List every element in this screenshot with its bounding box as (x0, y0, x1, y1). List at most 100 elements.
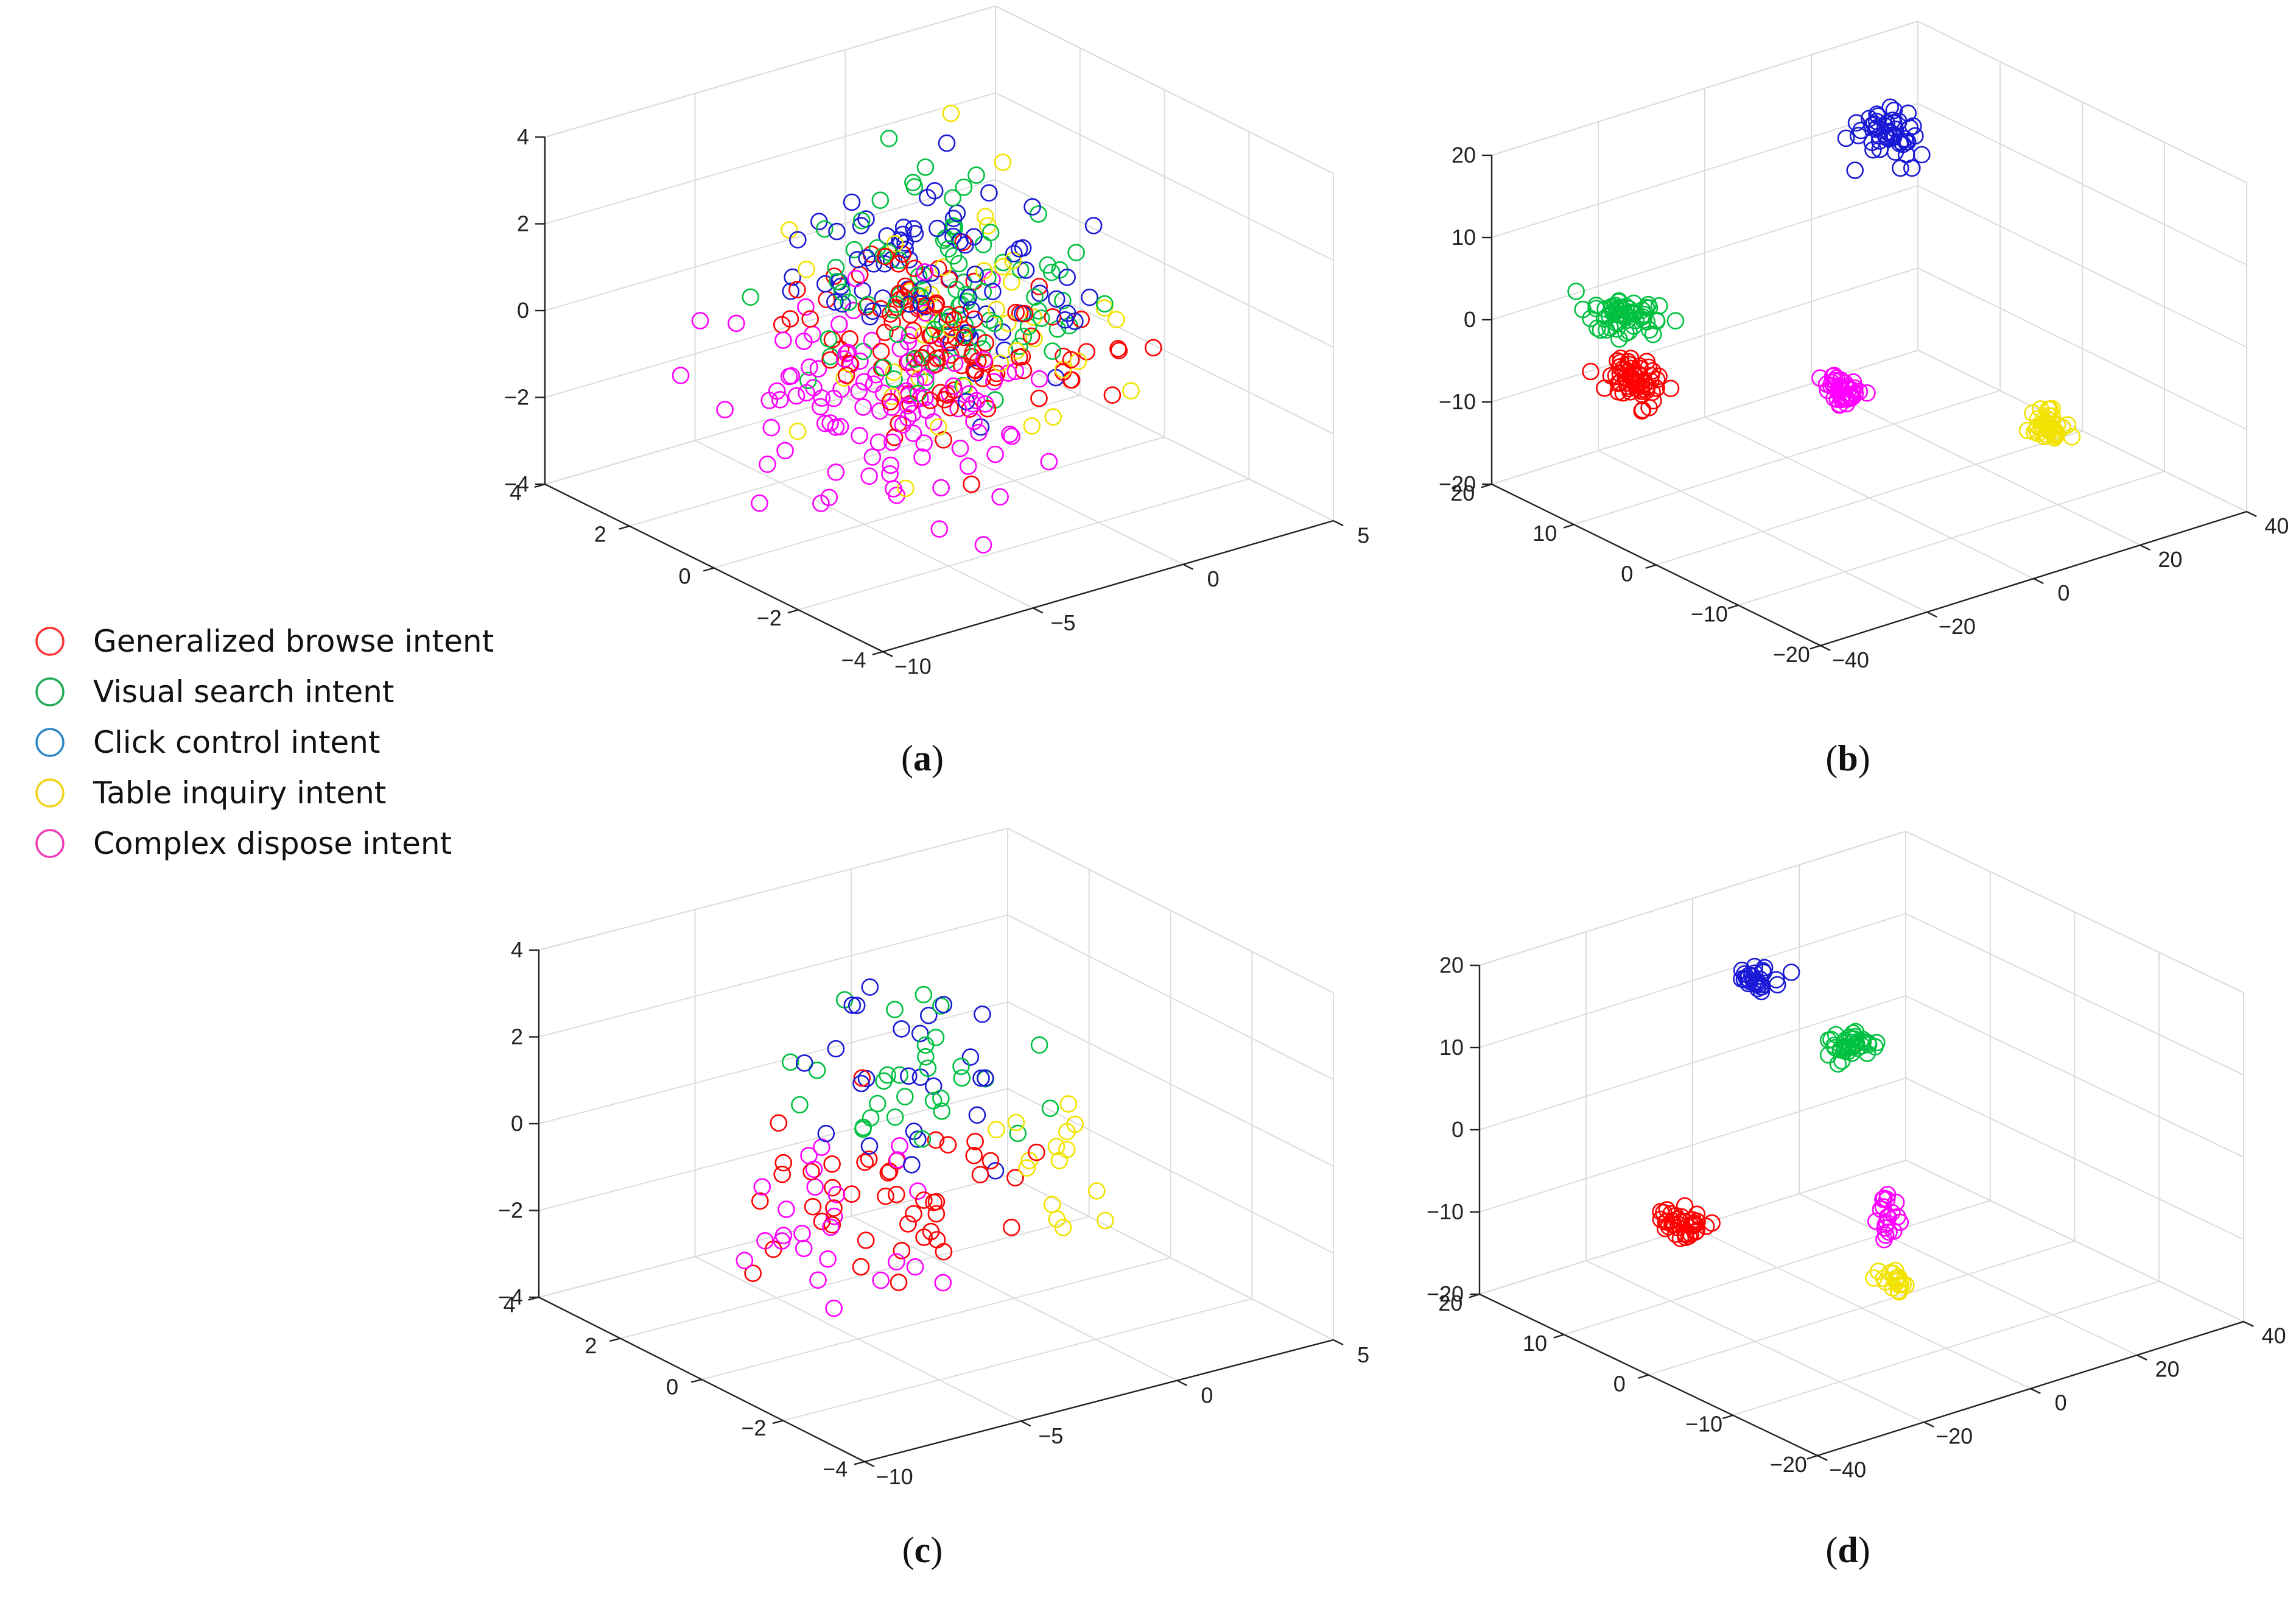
data-point-click-control-intent (914, 280, 932, 298)
data-point-complex-dispose-intent (1875, 1189, 1893, 1207)
y-tick-mark (690, 1378, 702, 1383)
data-point-complex-dispose-intent (946, 354, 964, 372)
grid-line-floor-y (798, 478, 1249, 611)
data-point-complex-dispose-intent (1825, 367, 1843, 384)
grid-line-backwall-z (1479, 913, 1906, 1048)
data-point-table-inquiry-intent (1018, 1159, 1036, 1177)
data-point-visual-search-intent (1839, 1043, 1857, 1060)
x-tick-mark (1817, 1454, 1828, 1461)
data-point-complex-dispose-intent (1827, 378, 1845, 396)
data-point-visual-search-intent (887, 295, 905, 313)
x-tick-mark (882, 650, 893, 658)
grid-line-sidewall-z (1905, 995, 2244, 1158)
data-point-complex-dispose-intent (751, 494, 768, 512)
z-tick-label: 0 (517, 298, 529, 323)
x-tick-label: 0 (1207, 566, 1220, 591)
data-point-table-inquiry-intent (1088, 1182, 1106, 1200)
data-point-visual-search-intent (880, 130, 898, 147)
z-tick-label: −2 (504, 385, 529, 410)
data-point-generalized-browse-intent (938, 306, 957, 323)
data-point-click-control-intent (784, 268, 801, 286)
data-point-visual-search-intent (1598, 321, 1615, 339)
data-point-click-control-intent (860, 1137, 879, 1155)
y-tick-mark (1645, 564, 1657, 569)
x-axis-line (864, 1339, 1334, 1463)
data-point-click-control-intent (1739, 970, 1757, 988)
y-tick-mark (1810, 644, 1821, 650)
data-point-complex-dispose-intent (1030, 370, 1048, 388)
data-point-visual-search-intent (967, 166, 985, 184)
data-point-click-control-intent (938, 134, 956, 152)
data-point-complex-dispose-intent (827, 1186, 846, 1203)
data-point-visual-search-intent (891, 1066, 908, 1084)
data-point-visual-search-intent (955, 178, 973, 196)
data-point-visual-search-intent (941, 308, 960, 326)
data-point-complex-dispose-intent (835, 350, 854, 368)
data-point-complex-dispose-intent (809, 360, 827, 378)
x-tick-mark (864, 1460, 875, 1468)
data-point-generalized-browse-intent (1643, 383, 1661, 401)
data-point-visual-search-intent (924, 1092, 943, 1110)
data-point-click-control-intent (986, 1162, 1005, 1180)
data-point-generalized-browse-intent (888, 1186, 905, 1203)
data-point-generalized-browse-intent (1632, 377, 1651, 395)
data-point-complex-dispose-intent (1874, 1198, 1892, 1216)
data-point-generalized-browse-intent (788, 281, 806, 298)
data-point-click-control-intent (817, 1124, 835, 1143)
data-point-table-inquiry-intent (788, 422, 807, 440)
data-point-table-inquiry-intent (1122, 382, 1140, 400)
data-point-complex-dispose-intent (735, 1252, 754, 1269)
x-tick-label: 40 (2264, 513, 2289, 538)
data-point-complex-dispose-intent (773, 1232, 791, 1250)
data-point-complex-dispose-intent (916, 263, 934, 281)
data-point-visual-search-intent (742, 288, 759, 306)
data-point-visual-search-intent (910, 267, 928, 286)
data-point-generalized-browse-intent (825, 1199, 843, 1217)
grid-line-sidewall-z (995, 179, 1334, 348)
x-tick-label: 0 (2057, 580, 2070, 605)
data-point-generalized-browse-intent (813, 1213, 831, 1230)
data-point-table-inquiry-intent (994, 153, 1012, 171)
data-point-complex-dispose-intent (915, 434, 933, 452)
grid-line-floor-y (1738, 470, 2165, 606)
data-point-generalized-browse-intent (942, 346, 960, 364)
y-tick-label: −10 (1685, 1412, 1722, 1437)
grid-line-sidewall-z (1007, 914, 1334, 1080)
data-point-generalized-browse-intent (927, 355, 945, 373)
data-point-complex-dispose-intent (825, 1299, 843, 1317)
data-point-generalized-browse-intent (977, 334, 994, 352)
data-point-generalized-browse-intent (751, 1192, 769, 1210)
data-point-click-control-intent (935, 996, 953, 1013)
data-point-complex-dispose-intent (1838, 395, 1856, 413)
data-point-generalized-browse-intent (936, 390, 953, 409)
data-point-complex-dispose-intent (904, 425, 922, 442)
data-point-table-inquiry-intent (1023, 417, 1041, 435)
data-point-table-inquiry-intent (1865, 1269, 1883, 1287)
data-point-click-control-intent (1084, 217, 1103, 234)
y-tick-mark (1806, 1454, 1818, 1460)
data-point-complex-dispose-intent (1883, 1203, 1901, 1222)
data-point-generalized-browse-intent (1660, 1217, 1678, 1236)
data-point-visual-search-intent (862, 1109, 880, 1127)
data-point-generalized-browse-intent (876, 323, 894, 342)
grid-line-floor-y (714, 436, 1165, 569)
data-point-complex-dispose-intent (753, 1178, 771, 1196)
data-point-generalized-browse-intent (1609, 375, 1627, 392)
y-tick-mark (1563, 524, 1575, 529)
z-tick-label: −4 (498, 1284, 523, 1309)
data-point-click-control-intent (789, 231, 807, 249)
z-tick-label: −2 (498, 1198, 523, 1223)
data-point-complex-dispose-intent (883, 433, 901, 451)
data-point-click-control-intent (1017, 261, 1035, 279)
grid-line-sidewall-z (1917, 267, 2247, 430)
data-point-visual-search-intent (1617, 324, 1635, 342)
data-point-click-control-intent (1749, 979, 1767, 998)
data-point-visual-search-intent (1589, 319, 1606, 337)
data-point-visual-search-intent (1009, 1124, 1027, 1143)
data-point-click-control-intent (944, 210, 963, 228)
data-point-click-control-intent (929, 219, 946, 238)
data-point-complex-dispose-intent (776, 442, 794, 460)
data-point-complex-dispose-intent (872, 1271, 890, 1289)
